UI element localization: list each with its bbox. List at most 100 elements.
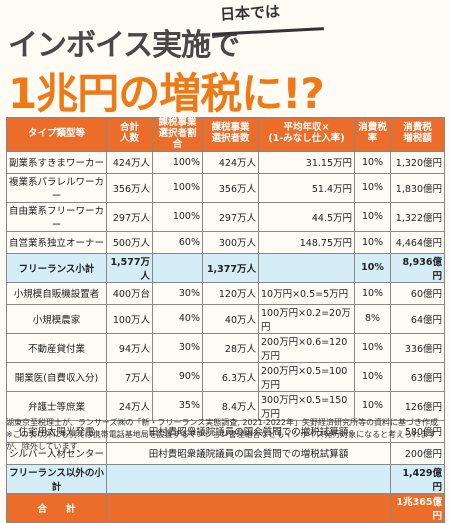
cell-ratio: 60% — [152, 230, 203, 254]
table-row: シルバー人材センター 田村貴昭衆議院議員の国会質問での増税試算額 200億円 — [6, 441, 445, 465]
exclusion-note: ※この表以外にも例えば携帯電話基地局を設置するマンション管理組合などもインボイス… — [6, 430, 437, 451]
cell-type: 小規模自販機設置者 — [6, 281, 107, 305]
cell-count: 424万人 — [106, 150, 153, 174]
table-row: 開業医(自費収入分) 7万人 90% 6.3万人 200万円×0.5=100万円… — [6, 361, 445, 392]
source-note: 湖東京至税理士が、ランサーズ㈱の「新・フリーランス実態調査, 2021-2022… — [6, 418, 438, 427]
cell-ratio: 35% — [152, 390, 203, 421]
cell-ratio: 100% — [152, 201, 203, 232]
cell-income: 10万円×0.5=5万円 — [258, 281, 355, 305]
cell-rate: 10% — [354, 361, 391, 392]
header-cell: 合計 人数 — [106, 117, 153, 152]
cell-income: 100万円×0.2=20万円 — [258, 303, 355, 334]
cell-selected: 356万人 — [202, 172, 259, 203]
cell-income: 148.75万円 — [258, 230, 355, 254]
cell-rate: 10% — [354, 230, 391, 254]
cell-ratio: 40% — [152, 303, 203, 334]
cell-ratio: 100% — [152, 150, 203, 174]
cell-selected: 120万人 — [202, 281, 259, 305]
cell-income: 51.4万円 — [258, 172, 355, 203]
cell-count: 400万台 — [106, 281, 153, 305]
cell-selected: 6.3万人 — [202, 361, 259, 392]
cell-selected: 28万人 — [202, 332, 259, 363]
headline-line1: インボイス実施で — [8, 28, 240, 63]
cell-amount: 336億円 — [390, 332, 445, 363]
cell-type: 開業医(自費収入分) — [6, 361, 107, 392]
header-cell: 消費税 増税額 — [390, 117, 445, 152]
cell-count: 1,577万人 — [106, 252, 153, 283]
cell-income: 31.15万円 — [258, 150, 355, 174]
cell-amount: 64億円 — [390, 303, 445, 334]
headline-line3: 1兆円の増税に!? — [8, 69, 325, 118]
table-row: 自営業系独立オーナー 500万人 60% 300万人 148.75万円 10% … — [6, 230, 445, 254]
non-freelance-subtotal-row: フリーランス以外の小計 1,429億円 — [6, 463, 445, 494]
cell-type: 自営業系独立オーナー — [6, 230, 107, 254]
cell-ratio — [152, 252, 203, 283]
cell-ratio: 30% — [152, 332, 203, 363]
cell-rate: 10% — [354, 332, 391, 363]
cell-amount: 60億円 — [390, 281, 445, 305]
cell-count: 94万人 — [106, 332, 153, 363]
cell-amount: 1兆365億円 — [390, 492, 445, 523]
cell-selected: 40万人 — [202, 303, 259, 334]
cell-type: 副業系すきまワーカー — [6, 150, 107, 174]
cell-type: 不動産貸付業 — [6, 332, 107, 363]
cell-rate: 10% — [354, 172, 391, 203]
cell-ratio: 100% — [152, 172, 203, 203]
cell-selected: 300万人 — [202, 230, 259, 254]
header-cell: 課税事業 選択者数 — [202, 117, 259, 152]
cell-type: 合 計 — [6, 492, 107, 523]
cell-empty — [106, 463, 391, 494]
cell-count: 24万人 — [106, 390, 153, 421]
table-row: 複業系パラレルワーカー 356万人 100% 356万人 51.4万円 10% … — [6, 172, 445, 203]
cell-amount: 1,320億円 — [390, 150, 445, 174]
cell-income: 200万円×0.6=120万円 — [258, 332, 355, 363]
cell-rate: 10% — [354, 390, 391, 421]
cell-income — [258, 252, 355, 283]
table-row: 副業系すきまワーカー 424万人 100% 424万人 31.15万円 10% … — [6, 150, 445, 174]
table-header: タイプ類型等 合計 人数 課税事業 選択者割合 課税事業 選択者数 平均年収× (1-み… — [6, 117, 445, 152]
tax-table: タイプ類型等 合計 人数 課税事業 選択者割合 課税事業 選択者数 平均年収× (1-み… — [6, 117, 445, 523]
cell-rate: 10% — [354, 201, 391, 232]
cell-type: 複業系パラレルワーカー — [6, 172, 107, 203]
cell-count: 500万人 — [106, 230, 153, 254]
header-cell: タイプ類型等 — [6, 117, 107, 152]
cell-count: 100万人 — [106, 303, 153, 334]
cell-rate: 10% — [354, 252, 391, 283]
cell-amount: 1,830億円 — [390, 172, 445, 203]
cell-ratio: 90% — [152, 361, 203, 392]
cell-income: 200万円×0.5=100万円 — [258, 361, 355, 392]
footnotes: 湖東京至税理士が、ランサーズ㈱の「新・フリーランス実態調査, 2021-2022… — [6, 417, 444, 453]
table-row: 住宅用太陽光発電 田村貴昭衆議院議員の国会質問での増税試算額 580億円 — [6, 419, 445, 443]
table-row: 自由業系フリーワーカー 297万人 100% 297万人 44.5万円 10% … — [6, 201, 445, 232]
cell-rate: 10% — [354, 150, 391, 174]
cell-count: 356万人 — [106, 172, 153, 203]
cell-amount: 126億円 — [390, 390, 445, 421]
cell-amount: 4,464億円 — [390, 230, 445, 254]
cell-selected: 8.4万人 — [202, 390, 259, 421]
header-cell: 消費税率 — [354, 117, 391, 152]
cell-type: 小規模農家 — [6, 303, 107, 334]
header-cell: 課税事業 選択者割合 — [152, 117, 203, 152]
cell-count: 297万人 — [106, 201, 153, 232]
table-row: 小規模自販機設置者 400万台 30% 120万人 10万円×0.5=5万円 1… — [6, 281, 445, 305]
headline-line2: 日本では — [219, 2, 281, 24]
cell-count: 7万人 — [106, 361, 153, 392]
cell-income: 300万円×0.5=150万円 — [258, 390, 355, 421]
cell-rate: 10% — [354, 281, 391, 305]
cell-rate: 8% — [354, 303, 391, 334]
cell-selected: 1,377万人 — [202, 252, 259, 283]
cell-selected: 424万人 — [202, 150, 259, 174]
cell-amount: 63億円 — [390, 361, 445, 392]
header-cell: 平均年収× (1-みなし仕入率) — [258, 117, 355, 152]
cell-amount: 1,322億円 — [390, 201, 445, 232]
cell-selected: 297万人 — [202, 201, 259, 232]
cell-type: フリーランス以外の小計 — [6, 463, 107, 494]
cell-empty — [106, 492, 391, 523]
cell-type: 弁護士等庶業 — [6, 390, 107, 421]
total-row: 合 計 1兆365億円 — [6, 492, 445, 523]
cell-type: 自由業系フリーワーカー — [6, 201, 107, 232]
cell-amount: 1,429億円 — [390, 463, 445, 494]
cell-ratio: 30% — [152, 281, 203, 305]
cell-income: 44.5万円 — [258, 201, 355, 232]
cell-type: フリーランス小計 — [6, 252, 107, 283]
